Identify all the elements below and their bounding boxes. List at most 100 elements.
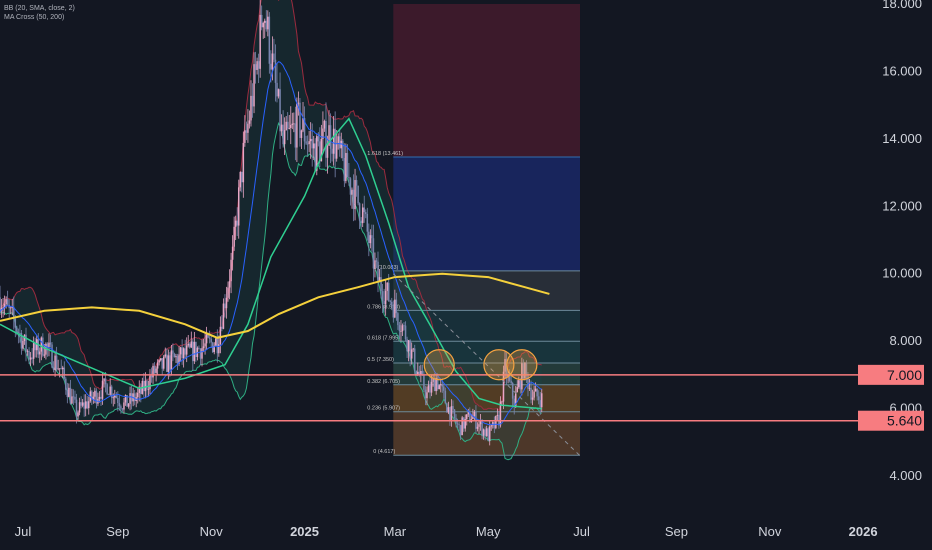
candle-body	[147, 389, 150, 390]
x-tick-label: Sep	[665, 524, 688, 539]
candle-body	[201, 348, 203, 359]
candle-body	[320, 139, 323, 162]
candle-body	[277, 89, 280, 97]
candle-body	[205, 334, 208, 344]
candle-body	[66, 389, 69, 398]
candle-body	[286, 121, 289, 129]
fib-level-label: 0.5 (7.350)	[367, 357, 394, 363]
projection-dashed-line	[392, 273, 581, 457]
candle-body	[438, 385, 440, 390]
candle-body	[421, 370, 424, 375]
candle-body	[472, 416, 474, 419]
candle-body	[368, 231, 370, 244]
candle-body	[189, 343, 191, 348]
candle-body	[528, 387, 531, 389]
candle-body	[294, 123, 297, 148]
candle-body	[446, 403, 448, 413]
candle-body	[481, 421, 483, 436]
candle-body	[441, 384, 444, 387]
candle-body	[185, 345, 188, 355]
candle-body	[372, 238, 375, 269]
candle-body	[101, 380, 104, 399]
candle-body	[383, 301, 385, 305]
candle-body	[25, 334, 27, 352]
highlight-circle	[483, 349, 515, 381]
candle-body	[104, 378, 107, 385]
candle-body	[530, 387, 532, 400]
candle-body	[81, 402, 84, 406]
candle-body	[88, 401, 90, 409]
candle-body	[57, 368, 59, 370]
y-tick-label: 8.000	[889, 333, 922, 348]
candle-body	[254, 64, 257, 70]
candle-body	[173, 353, 176, 358]
candle-body	[345, 153, 347, 182]
candle-body	[0, 297, 1, 312]
candle-body	[536, 388, 538, 397]
candle-body	[410, 349, 413, 359]
price-tag-label: 5.640	[887, 413, 922, 429]
candle-body	[140, 387, 142, 394]
candle-body	[95, 390, 98, 404]
candle-body	[52, 367, 55, 370]
candle-body	[176, 356, 179, 364]
candle-body	[46, 343, 49, 348]
candle-body	[63, 367, 66, 379]
candle-body	[482, 429, 485, 436]
candle-body	[167, 355, 170, 372]
candle-body	[260, 14, 263, 28]
candle-body	[476, 426, 479, 429]
candle-body	[193, 341, 196, 362]
legend-ma-cross[interactable]: MA Cross (50, 200)	[4, 14, 65, 21]
candle-body	[322, 128, 324, 140]
candle-body	[98, 396, 101, 399]
candle-body	[439, 384, 442, 386]
x-tick-label: 2025	[290, 524, 319, 539]
candle-body	[210, 338, 212, 343]
candle-body	[11, 307, 13, 308]
candle-body	[65, 378, 67, 390]
candle-body	[144, 380, 147, 392]
candle-body	[274, 59, 277, 83]
candle-body	[485, 428, 488, 437]
candle-body	[436, 377, 439, 390]
candle-body	[332, 128, 335, 154]
candle-body	[136, 392, 139, 398]
fib-level-label: 0 (4.617)	[373, 449, 395, 455]
candle-body	[267, 16, 269, 30]
candle-body	[433, 378, 436, 392]
candle-body	[60, 368, 62, 370]
candle-body	[227, 287, 229, 298]
candle-body	[161, 358, 163, 369]
candle-body	[54, 355, 56, 370]
candle-body	[502, 371, 505, 402]
candle-body	[435, 377, 437, 392]
candle-body	[276, 82, 278, 97]
highlight-circle	[506, 349, 538, 381]
candle-body	[117, 397, 119, 404]
candle-body	[248, 120, 251, 124]
candle-body	[74, 396, 76, 400]
fib-level-label: 0.236 (5.907)	[367, 406, 400, 412]
candle-body	[398, 325, 401, 332]
candle-body	[374, 260, 376, 269]
candle-body	[72, 396, 75, 398]
candle-body	[424, 389, 427, 399]
candle-body	[357, 185, 359, 204]
fib-level-label: 1 (10.083)	[373, 265, 398, 271]
candle-body	[100, 396, 102, 399]
candle-body	[335, 143, 338, 159]
candle-body	[459, 425, 462, 436]
candle-body	[429, 385, 431, 393]
candle-body	[317, 136, 320, 142]
candle-body	[521, 363, 523, 390]
legend-bb[interactable]: BB (20, SMA, close, 2)	[4, 5, 75, 12]
candle-body	[107, 394, 110, 396]
candle-body	[221, 326, 223, 329]
candle-body	[69, 387, 72, 404]
candle-body	[308, 141, 310, 145]
candle-body	[184, 348, 186, 355]
candle-body	[412, 348, 414, 350]
candle-body	[22, 340, 24, 349]
